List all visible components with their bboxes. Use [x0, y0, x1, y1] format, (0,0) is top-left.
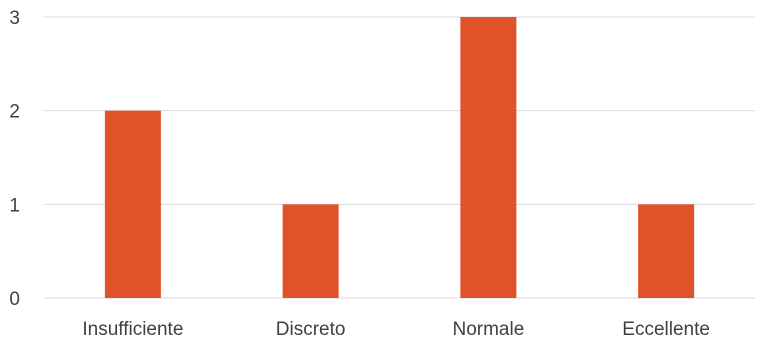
x-axis-tick-labels: Insufficiente Discreto Normale Eccellente	[82, 319, 710, 340]
bar-eccellente	[638, 204, 695, 298]
y-tick-label: 3	[9, 8, 20, 29]
x-tick-label: Normale	[452, 319, 524, 340]
y-tick-label: 2	[9, 102, 20, 123]
bar-normale	[460, 17, 517, 298]
bar-discreto	[282, 204, 339, 298]
y-tick-label: 0	[9, 289, 20, 310]
bars	[104, 17, 695, 299]
bar-insufficiente	[104, 110, 161, 299]
y-axis-tick-labels: 0 1 2 3	[9, 8, 20, 310]
x-tick-label: Insufficiente	[82, 319, 183, 340]
gridlines	[44, 16, 755, 299]
x-tick-label: Eccellente	[622, 319, 710, 340]
y-tick-label: 1	[9, 195, 20, 216]
x-tick-label: Discreto	[276, 319, 346, 340]
